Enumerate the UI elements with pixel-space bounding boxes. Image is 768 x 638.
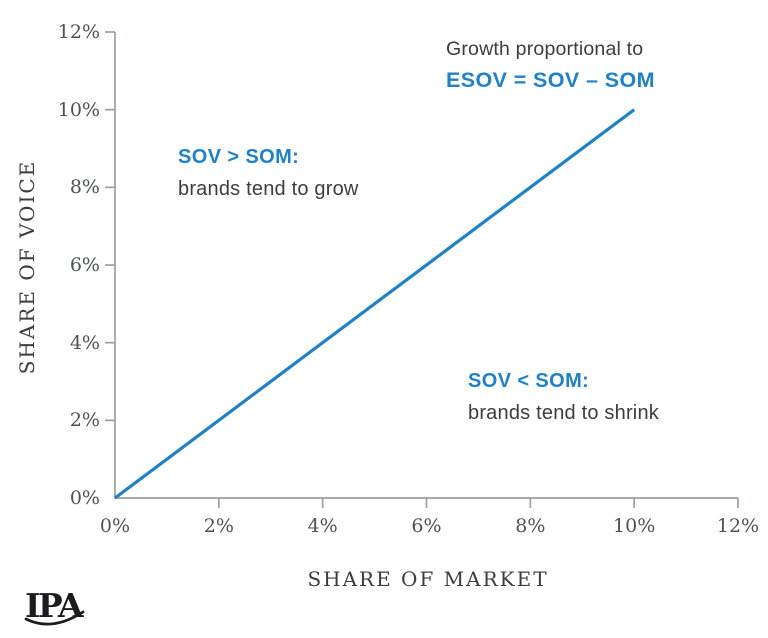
y-tick-label: 12% bbox=[57, 21, 100, 43]
annotation-sov-greater-som: SOV > SOM: brands tend to grow bbox=[178, 144, 359, 202]
y-tick-label: 4% bbox=[69, 331, 100, 354]
ipa-logo: IPA bbox=[24, 586, 88, 632]
y-tick-label: 10% bbox=[57, 98, 100, 121]
annotation-shrink-line1: SOV < SOM: bbox=[468, 370, 590, 392]
x-tick-label: 2% bbox=[203, 515, 234, 537]
annotation-growth-line1: Growth proportional to bbox=[446, 38, 644, 60]
annotation-growth-line2: ESOV = SOV – SOM bbox=[446, 68, 655, 92]
y-axis-title: SHARE OF VOICE bbox=[15, 159, 39, 375]
x-tick-label: 6% bbox=[411, 515, 442, 537]
annotation-grow-line1: SOV > SOM: bbox=[178, 146, 300, 168]
identity-line bbox=[114, 108, 636, 500]
ipa-logo-text: IPA bbox=[25, 590, 84, 625]
annotation-grow-line2: brands tend to grow bbox=[178, 178, 359, 200]
x-tick-label: 10% bbox=[613, 515, 656, 537]
x-tick-label: 4% bbox=[307, 515, 338, 537]
x-tick-label: 0% bbox=[99, 515, 131, 537]
x-tick-label: 12% bbox=[716, 515, 760, 537]
annotation-shrink-line2: brands tend to shrink bbox=[468, 402, 659, 424]
y-tick-label: 2% bbox=[69, 409, 100, 432]
y-tick-label: 6% bbox=[69, 254, 100, 276]
annotation-sov-less-som: SOV < SOM: brands tend to shrink bbox=[468, 368, 659, 426]
x-tick-label: 8% bbox=[515, 515, 546, 537]
ipa-logo-swoosh bbox=[24, 610, 85, 626]
y-tick-label: 8% bbox=[69, 176, 100, 199]
ipa-logo-graphic: IPA bbox=[24, 586, 86, 626]
x-axis-title: SHARE OF MARKET bbox=[307, 567, 549, 591]
annotation-growth-proportional: Growth proportional to ESOV = SOV – SOM bbox=[446, 36, 655, 93]
y-tick-label: 0% bbox=[69, 487, 100, 509]
